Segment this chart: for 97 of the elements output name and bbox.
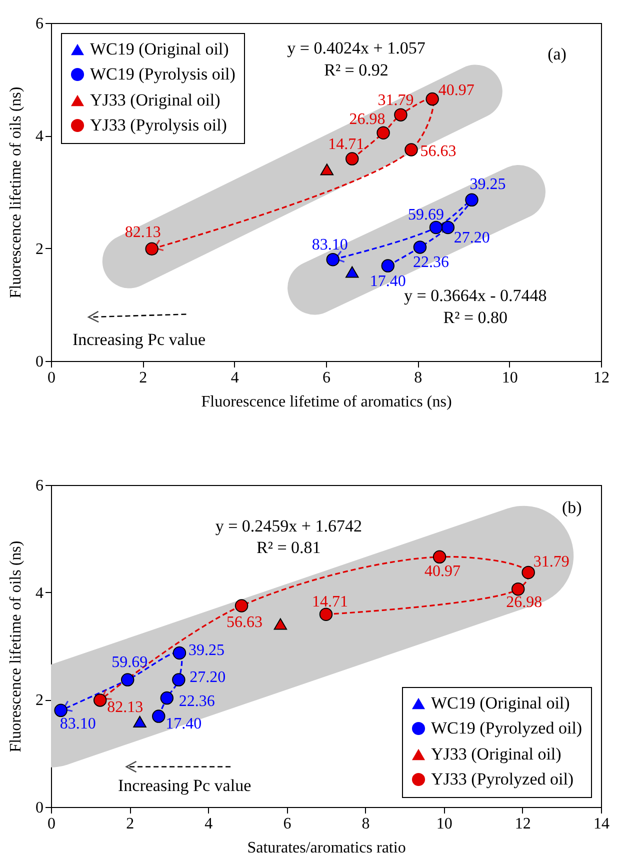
y-tick-label: 0 xyxy=(36,800,44,816)
annotation: (a) xyxy=(548,44,566,64)
x-tick-label: 2 xyxy=(139,370,148,386)
legend-label: WC19 (Original oil) xyxy=(90,40,229,58)
y-tick-label: 0 xyxy=(36,354,44,370)
annotation: 82.13 xyxy=(107,699,144,716)
annotation: R² = 0.80 xyxy=(443,308,508,328)
x-tick-label: 8 xyxy=(414,370,422,386)
annotation: 17.40 xyxy=(370,272,406,290)
point xyxy=(172,646,186,660)
point xyxy=(429,220,443,234)
annotation: 39.25 xyxy=(470,176,506,193)
annotation: 14.71 xyxy=(312,593,348,610)
point xyxy=(376,126,390,140)
annotation: Increasing Pc value xyxy=(118,776,252,796)
point xyxy=(426,92,439,106)
annotation: 40.97 xyxy=(424,562,461,580)
x-tick-label: 12 xyxy=(514,816,531,832)
point xyxy=(394,108,408,122)
point xyxy=(152,710,166,723)
y-tick-label: 4 xyxy=(36,584,44,602)
point xyxy=(320,164,334,176)
annotation: 56.63 xyxy=(226,614,263,631)
annotation: 26.98 xyxy=(506,594,542,612)
annotation: 40.97 xyxy=(438,82,474,100)
legend-label: WC19 (Original oil) xyxy=(431,694,570,712)
y-axis-title: Fluorescence lifetime of oils (ns) xyxy=(8,86,24,298)
annotation: 27.20 xyxy=(190,668,226,686)
annotation: Increasing Pc value xyxy=(72,330,206,350)
annotation: R² = 0.81 xyxy=(256,538,321,557)
point xyxy=(133,716,146,728)
x-tick-label: 10 xyxy=(502,370,518,386)
x-axis-title: Saturates/aromatics ratio xyxy=(247,840,406,856)
annotation: 83.10 xyxy=(312,236,348,254)
point xyxy=(145,242,158,256)
point xyxy=(319,608,333,621)
legend-label: YJ33 (Original oil) xyxy=(90,90,220,110)
legend-label: YJ33 (Pyrolyzed oil) xyxy=(431,770,574,788)
x-tick-label: 0 xyxy=(48,370,56,386)
annotation: y = 0.2459x + 1.6742 xyxy=(215,516,362,536)
y-tick-label: 2 xyxy=(36,692,44,710)
point xyxy=(404,143,418,156)
annotation: 17.40 xyxy=(166,715,202,732)
point xyxy=(511,582,525,596)
y-axis-title: Fluorescence lifetime of oils (ns) xyxy=(8,540,24,752)
x-axis-title: Fluorescence lifetime of aromatics (ns) xyxy=(201,394,452,410)
point xyxy=(172,673,186,686)
y-tick-label: 2 xyxy=(36,240,44,258)
x-tick-label: 12 xyxy=(594,370,610,386)
x-tick-label: 2 xyxy=(126,816,134,832)
point xyxy=(465,193,478,206)
annotation: 83.10 xyxy=(60,715,96,732)
point xyxy=(432,550,446,564)
y-tick-label: 6 xyxy=(36,16,44,32)
point xyxy=(234,599,248,612)
x-tick-label: 10 xyxy=(436,816,452,832)
x-tick-label: 4 xyxy=(230,370,239,386)
x-tick-label: 14 xyxy=(594,816,610,832)
point xyxy=(93,694,107,707)
annotation: 82.13 xyxy=(124,224,161,241)
annotation: 39.25 xyxy=(188,642,224,659)
legend-label: WC19 (Pyrolysis oil) xyxy=(90,64,236,84)
point xyxy=(346,266,359,278)
annotation: (b) xyxy=(562,498,582,518)
annotation: 31.79 xyxy=(378,92,414,109)
x-tick-label: 6 xyxy=(283,816,292,832)
y-tick-label: 6 xyxy=(36,478,44,494)
point xyxy=(54,704,68,718)
legend-label: YJ33 (Original oil) xyxy=(431,744,562,764)
x-tick-label: 6 xyxy=(322,370,330,386)
annotation: 14.71 xyxy=(328,136,364,153)
point xyxy=(441,220,455,234)
annotation: 22.36 xyxy=(178,693,215,710)
annotation: R² = 0.92 xyxy=(324,60,388,80)
annotation: 26.98 xyxy=(349,110,386,128)
annotation: y = 0.3664x - 0.7448 xyxy=(404,286,547,306)
annotation: 27.20 xyxy=(454,229,490,246)
point xyxy=(413,240,427,254)
legend-label: YJ33 (Pyrolysis oil) xyxy=(90,116,227,134)
annotation: 56.63 xyxy=(420,142,456,160)
point xyxy=(346,152,359,166)
legend-label: WC19 (Pyrolyzed oil) xyxy=(431,718,582,738)
point xyxy=(522,566,535,580)
point xyxy=(274,618,288,630)
x-tick-label: 4 xyxy=(204,816,213,832)
point xyxy=(381,259,394,272)
annotation: y = 0.4024x + 1.057 xyxy=(287,38,426,58)
annotation: 59.69 xyxy=(112,654,148,671)
annotation: 31.79 xyxy=(533,553,570,570)
point xyxy=(120,673,134,686)
y-tick-label: 4 xyxy=(36,128,44,146)
annotation: 22.36 xyxy=(412,254,449,272)
x-tick-label: 8 xyxy=(362,816,370,832)
point xyxy=(326,252,340,266)
annotation: 59.69 xyxy=(408,206,444,224)
point xyxy=(160,691,174,705)
x-tick-label: 0 xyxy=(48,816,56,832)
